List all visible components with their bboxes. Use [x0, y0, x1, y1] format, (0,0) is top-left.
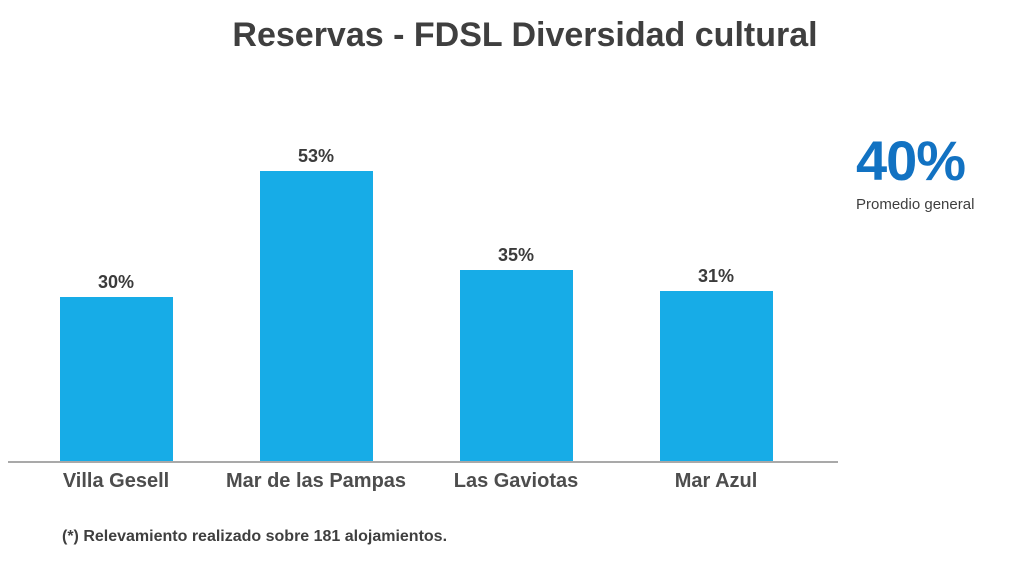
bar-value-label-mar-azul: 31%: [697, 266, 735, 286]
bar-group-mar-azul: 31%: [616, 267, 816, 461]
bar-value-label-mar-de-las-pampas: 53%: [297, 146, 335, 166]
x-axis-label-villa-gesell: Villa Gesell: [62, 470, 170, 492]
bar-group-villa-gesell: 30%: [16, 273, 216, 461]
chart-title: Reservas - FDSL Diversidad cultural: [232, 16, 818, 54]
x-axis-label-las-gaviotas: Las Gaviotas: [453, 470, 579, 492]
x-axis-label-mar-de-las-pampas: Mar de las Pampas: [225, 470, 407, 492]
bar-las-gaviotas: [459, 270, 573, 461]
bar-villa-gesell: [59, 297, 173, 461]
average-label: Promedio general: [856, 195, 975, 213]
x-axis-labels-row: Villa Gesell Mar de las Pampas Las Gaviota…: [8, 470, 838, 496]
bar-group-las-gaviotas: 35%: [416, 246, 616, 461]
bar-chart-plot-area: 30% 53% 35% 31%: [8, 131, 838, 461]
bar-group-mar-de-las-pampas: 53%: [216, 147, 416, 461]
average-callout: 40% Promedio general: [856, 130, 1016, 213]
footnote: (*) Relevamiento realizado sobre 181 alo…: [62, 528, 448, 545]
bar-mar-azul: [659, 291, 773, 461]
bar-mar-de-las-pampas: [259, 171, 373, 461]
x-axis-line: [8, 461, 838, 463]
average-value: 40%: [856, 129, 966, 192]
x-axis-label-mar-azul: Mar Azul: [674, 470, 758, 492]
bar-value-label-villa-gesell: 30%: [97, 272, 135, 292]
bar-value-label-las-gaviotas: 35%: [497, 245, 535, 265]
